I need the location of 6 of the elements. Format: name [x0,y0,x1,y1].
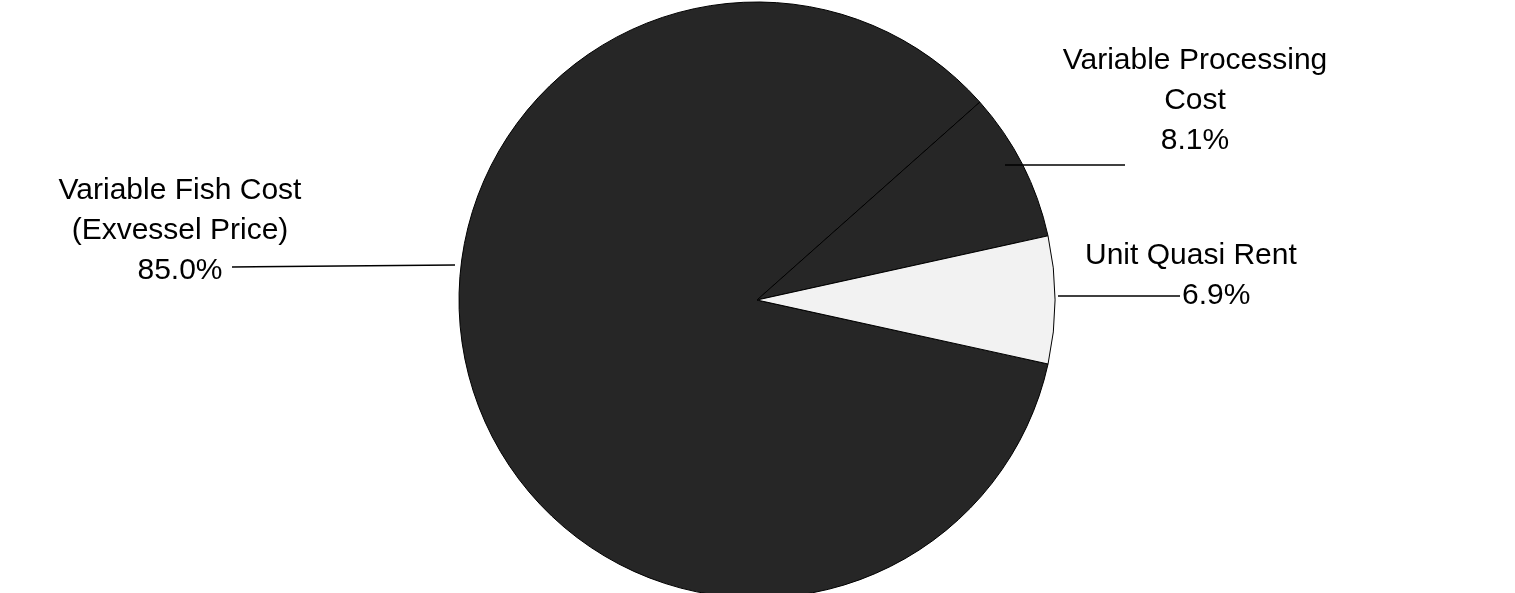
slice-label: Unit Quasi Rent [1085,237,1298,270]
slice-label: Variable Fish Cost (Exvessel Price) [58,172,303,245]
data-label: 8.1% [1160,122,1230,155]
slice-label: Variable Processing Cost [1062,42,1328,115]
data-label: 85.0% [137,252,223,285]
data-label: 6.9% [1182,277,1251,310]
